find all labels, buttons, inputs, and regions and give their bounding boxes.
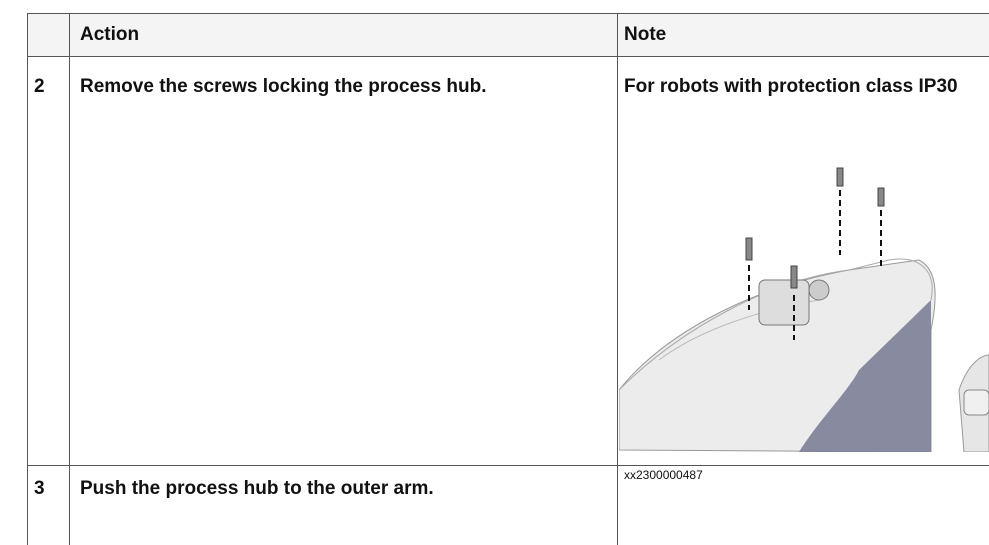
figure-caption: xx2300000487 [624, 468, 703, 482]
border [69, 13, 70, 545]
action-text: Remove the screws locking the process hu… [80, 76, 487, 97]
figure [619, 167, 989, 452]
border [27, 13, 28, 545]
border [27, 56, 989, 57]
border [27, 13, 989, 14]
action-text: Push the process hub to the outer arm. [80, 478, 434, 499]
column-header: Action [80, 24, 140, 45]
border [27, 465, 989, 466]
step-number: 3 [34, 478, 45, 499]
header-bg [27, 13, 989, 56]
step-number: 2 [34, 76, 45, 97]
border [617, 13, 618, 545]
column-header: Note [624, 24, 667, 45]
note-text: For robots with protection class IP30 [624, 76, 958, 97]
